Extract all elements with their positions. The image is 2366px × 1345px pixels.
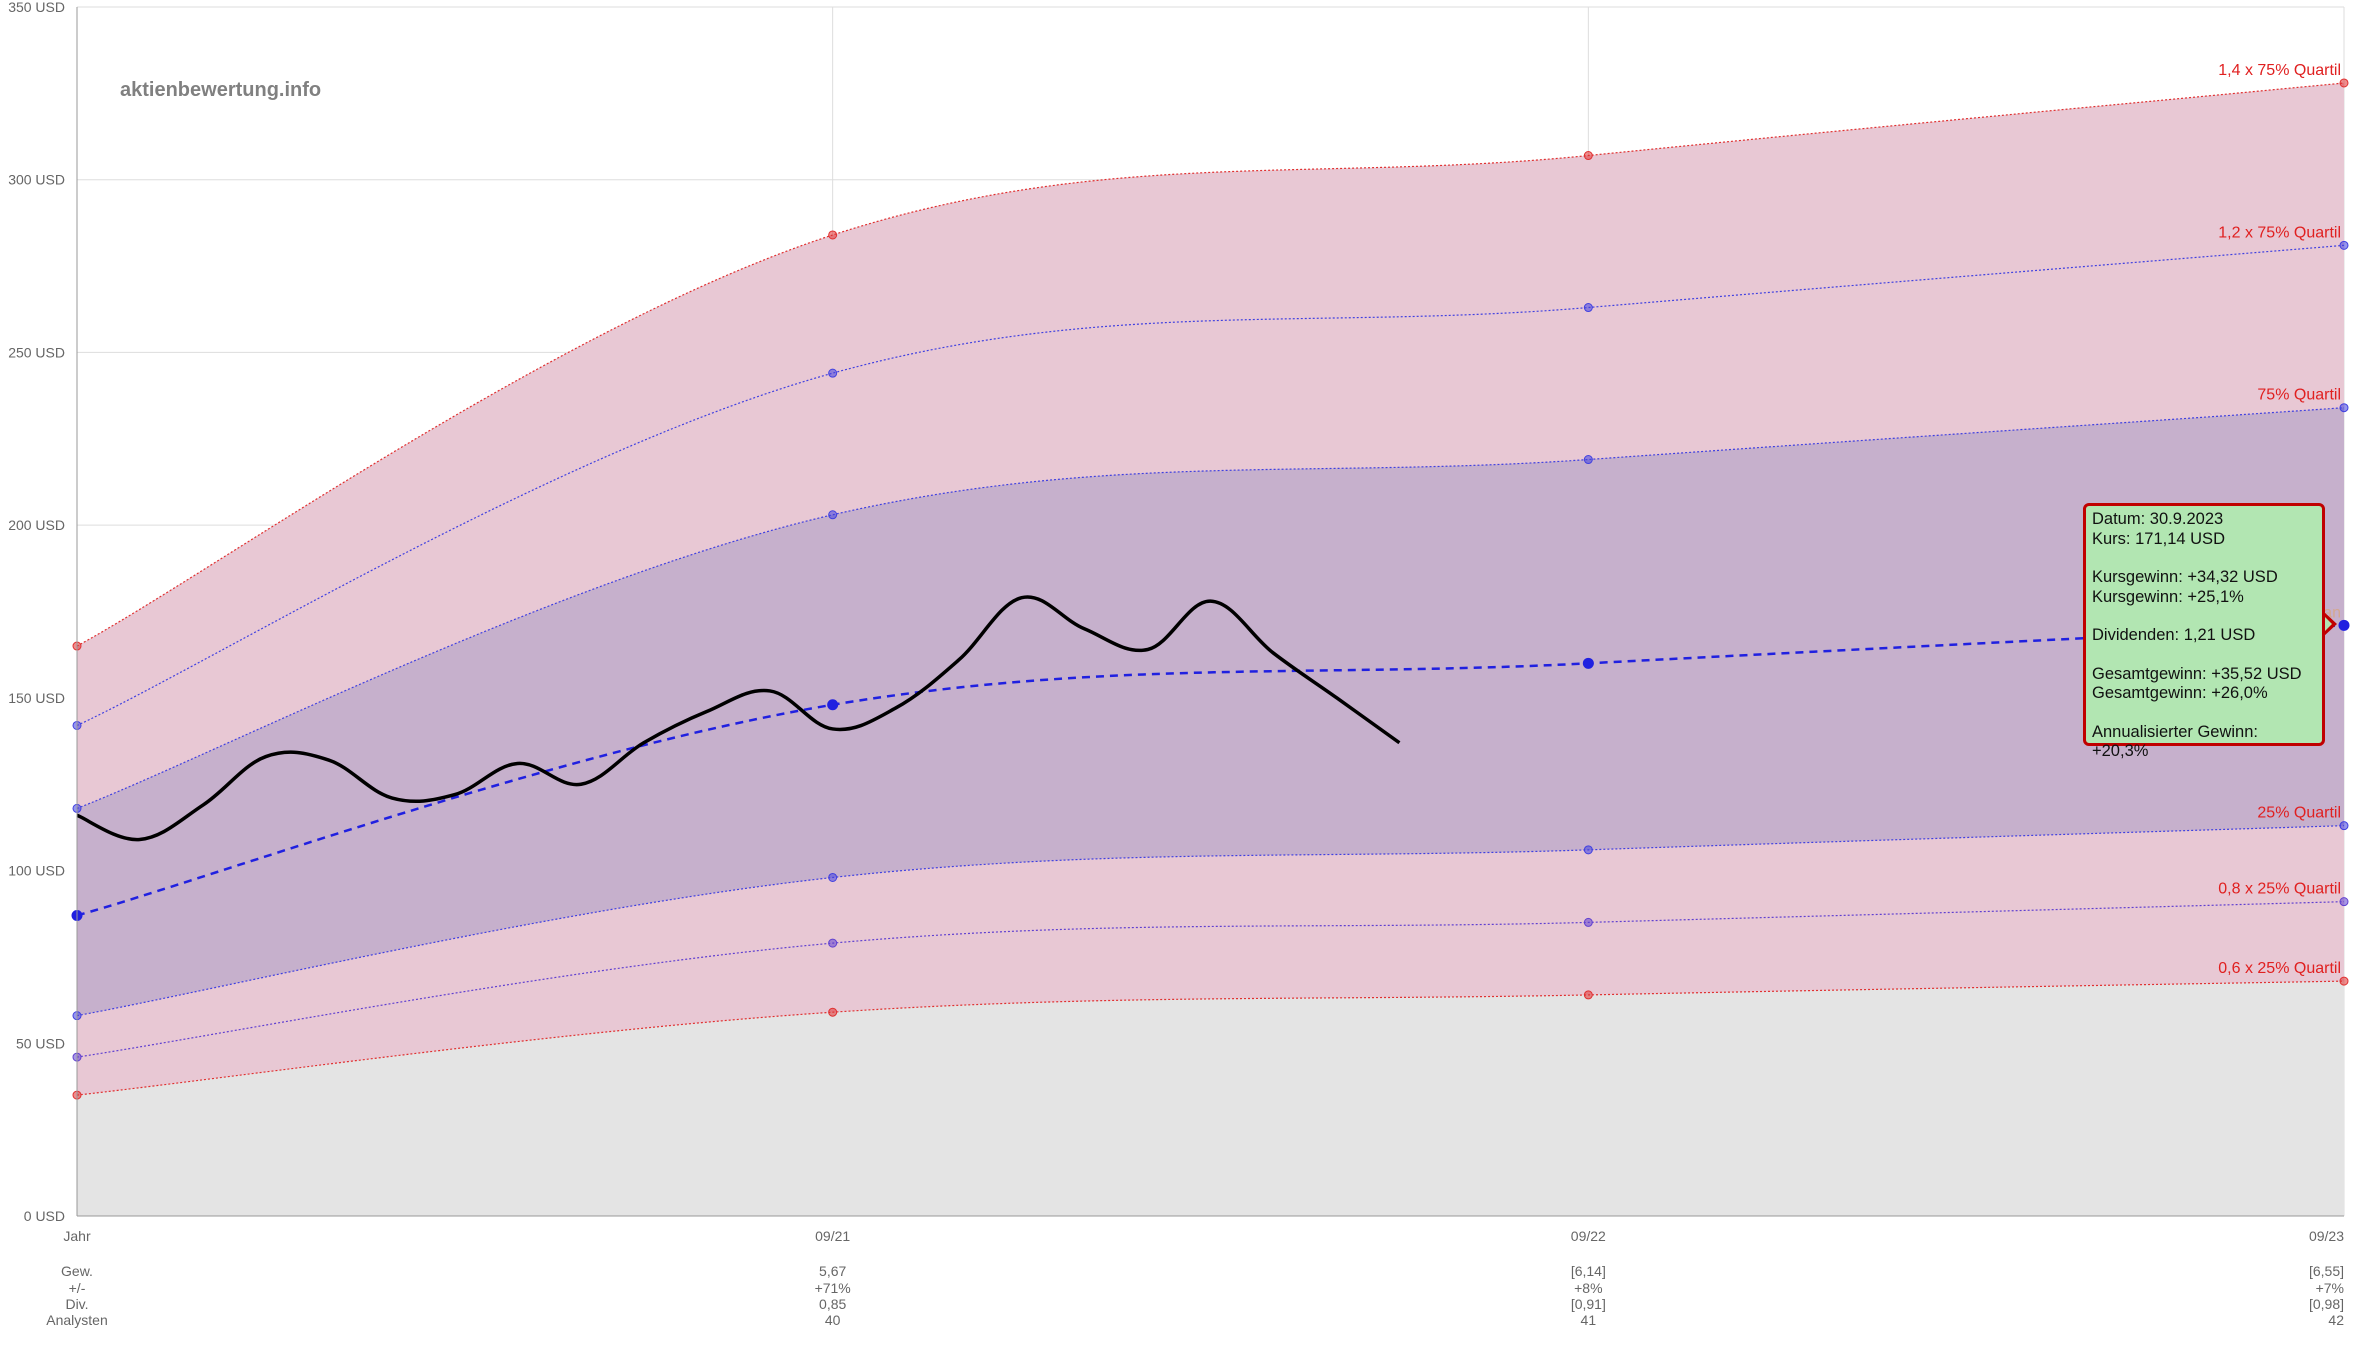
data-point: [827, 699, 839, 711]
data-point: [828, 872, 838, 882]
series-label: 75% Quartil: [2257, 387, 2341, 404]
table-cell: [0,98]: [2309, 1296, 2344, 1312]
series-label: 0,6 x 25% Quartil: [2218, 960, 2341, 977]
price-line: [76, 595, 1401, 842]
series-line: [76, 825, 2345, 1017]
y-tick-label: 300 USD: [8, 172, 65, 188]
y-tick-label: 150 USD: [8, 690, 65, 706]
tooltip-annualized-gain: Annualisierter Gewinn: +20,3%: [2092, 722, 2258, 761]
series-label: 0,8 x 25% Quartil: [2218, 881, 2341, 898]
y-tick-label: 350 USD: [8, 0, 65, 15]
table-cell: [6,14]: [1571, 1263, 1606, 1279]
table-cell: +7%: [2316, 1280, 2344, 1296]
table-cell: [0,91]: [1571, 1296, 1606, 1312]
data-point: [828, 510, 838, 520]
axes: 0 USD 50 USD 100 USD 150 USD 200 USD 250 USD 3…: [8, 0, 2344, 1244]
table-cell: 5,67: [819, 1263, 846, 1279]
series-line: [76, 901, 2345, 1058]
table-row-label: Gew.: [61, 1263, 93, 1279]
y-tick-label: 50 USD: [16, 1035, 65, 1051]
x-tick-label: 09/21: [815, 1228, 850, 1244]
data-point: [2339, 403, 2349, 413]
tooltip-arrow-fill: [2322, 614, 2332, 634]
data-point: [2339, 897, 2349, 907]
x-tick-label: 09/23: [2309, 1228, 2344, 1244]
y-tick-label: 0 USD: [24, 1208, 65, 1224]
x-tick-label: 09/22: [1571, 1228, 1606, 1244]
y-tick-label: 250 USD: [8, 344, 65, 360]
series-line: [76, 82, 2345, 647]
table-cell: 40: [825, 1312, 841, 1328]
series-line: [76, 244, 2345, 727]
x-tick-label: Jahr: [63, 1228, 91, 1244]
data-point: [1583, 917, 1593, 927]
table-cell: 42: [2328, 1312, 2344, 1328]
tooltip-price: Kurs: 171,14 USD: [2092, 529, 2225, 548]
bands: [77, 82, 2344, 1217]
data-point: [828, 1007, 838, 1017]
series-line: [76, 624, 2345, 917]
data-point: [2339, 78, 2349, 88]
watermark: aktienbewertung.info: [120, 79, 321, 101]
y-tick-label: 200 USD: [8, 517, 65, 533]
y-tick-label: 100 USD: [8, 863, 65, 879]
table-row-label: +/-: [69, 1280, 86, 1296]
series-label: 1,4 x 75% Quartil: [2218, 62, 2341, 79]
data-point: [2339, 976, 2349, 986]
series-label: 25% Quartil: [2257, 805, 2341, 822]
data-point: [1583, 151, 1593, 161]
table-cell: +71%: [815, 1280, 851, 1296]
data-point: [2339, 240, 2349, 250]
tooltip-price-gain-pct: Kursgewinn: +25,1%: [2092, 587, 2244, 606]
data-point: [1583, 303, 1593, 313]
tooltip-dividends: Dividenden: 1,21 USD: [2092, 626, 2256, 644]
data-point: [1583, 990, 1593, 1000]
data-point: [2339, 821, 2349, 831]
tooltip-date: Datum: 30.9.2023: [2092, 510, 2224, 528]
tooltip-total-gain-abs: Gesamtgewinn: +35,52 USD: [2092, 664, 2302, 683]
table-cell: +8%: [1574, 1280, 1602, 1296]
tooltip: Datum: 30.9.2023 Kurs: 171,14 USD Kursge…: [2083, 503, 2325, 760]
tooltip-total-gain-pct: Gesamtgewinn: +26,0%: [2092, 684, 2268, 702]
data-point: [2338, 619, 2350, 631]
data-point: [828, 368, 838, 378]
band-0-6-x-25-quartil: [77, 981, 2344, 1216]
data-point: [1583, 455, 1593, 465]
table-cell: 0,85: [819, 1296, 846, 1312]
series-labels: 1,4 x 75% Quartil 1,2 x 75% Quartil 75% Qu…: [2218, 62, 2341, 977]
series-label: 1,2 x 75% Quartil: [2218, 224, 2341, 241]
quartile-lines: [76, 82, 2345, 1096]
table-cell: [6,55]: [2309, 1263, 2344, 1279]
price-line-group: [76, 595, 1401, 842]
data-point: [1583, 845, 1593, 855]
table-row-label: Analysten: [46, 1312, 107, 1328]
table-cell: 41: [1581, 1312, 1597, 1328]
data-point: [828, 938, 838, 948]
table-row-label: Div.: [65, 1296, 88, 1312]
tooltip-price-gain-abs: Kursgewinn: +34,32 USD: [2092, 568, 2278, 586]
data-point: [828, 230, 838, 240]
series-line: [76, 980, 2345, 1096]
data-point: [1582, 657, 1594, 669]
